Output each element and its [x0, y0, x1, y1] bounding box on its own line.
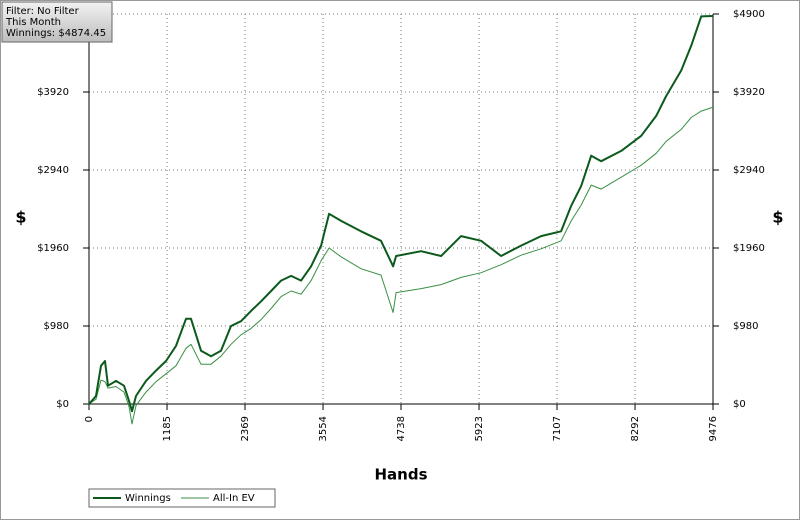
x-tick-label: 5923	[474, 416, 485, 441]
y2-tick-label: $980	[733, 321, 758, 332]
y-tick-label: $1960	[37, 243, 69, 254]
x-tick-label: 0	[84, 416, 95, 422]
filter-box: Filter: No Filter This Month Winnings: $…	[1, 1, 113, 43]
annotation: This Month	[5, 17, 61, 28]
x-axis-label: Hands	[374, 466, 427, 484]
y-tick-label: $0	[56, 399, 69, 410]
plot-area	[89, 14, 713, 404]
y2-tick-label: $3920	[733, 87, 765, 98]
y-tick-label: $3920	[37, 87, 69, 98]
y2-axis-label: $	[772, 208, 783, 227]
y-tick-label: $2940	[37, 165, 69, 176]
filter-box-bg	[1, 1, 113, 43]
x-tick-label: 2369	[240, 416, 251, 441]
series-line	[88, 106, 714, 425]
y2-tick-label: $2940	[733, 165, 765, 176]
y-tick-label: $980	[44, 321, 69, 332]
x-tick-label: 9476	[708, 416, 719, 441]
y-axis-label: $	[15, 208, 26, 227]
x-tick-label: 1185	[162, 416, 173, 441]
y2-tick-label: $4900	[733, 9, 765, 20]
y2-tick-label: $0	[733, 399, 746, 410]
annotation: Winnings: $4874.45	[6, 28, 106, 39]
x-tick-label: 4738	[396, 416, 407, 441]
x-tick-label: 8292	[630, 416, 641, 441]
x-tick-label: 3554	[318, 416, 329, 441]
legend-label: All-In EV	[213, 493, 255, 504]
legend-label: Winnings	[125, 493, 171, 504]
x-tick-label: 7107	[552, 416, 563, 441]
annotation: Filter: No Filter	[6, 6, 80, 17]
series-line	[88, 15, 714, 413]
y2-tick-label: $1960	[733, 243, 765, 254]
